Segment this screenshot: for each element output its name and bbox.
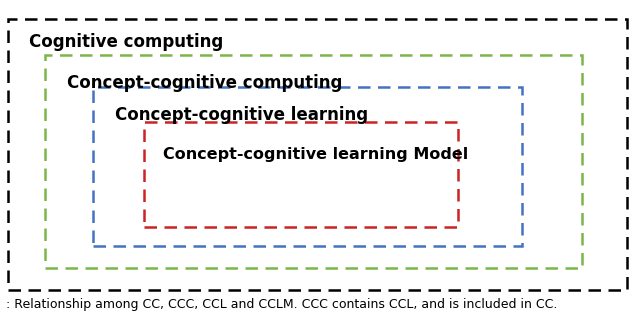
- Bar: [45, 55, 582, 268]
- Text: Cognitive computing: Cognitive computing: [29, 33, 223, 51]
- Text: Concept-cognitive learning: Concept-cognitive learning: [115, 106, 369, 124]
- Bar: [144, 122, 458, 227]
- Text: Concept-cognitive learning Model: Concept-cognitive learning Model: [163, 147, 468, 162]
- Bar: [8, 19, 627, 290]
- Text: Concept-cognitive computing: Concept-cognitive computing: [67, 74, 342, 92]
- Bar: [93, 87, 522, 246]
- Text: : Relationship among CC, CCC, CCL and CCLM. CCC contains CCL, and is included in: : Relationship among CC, CCC, CCL and CC…: [6, 298, 558, 311]
